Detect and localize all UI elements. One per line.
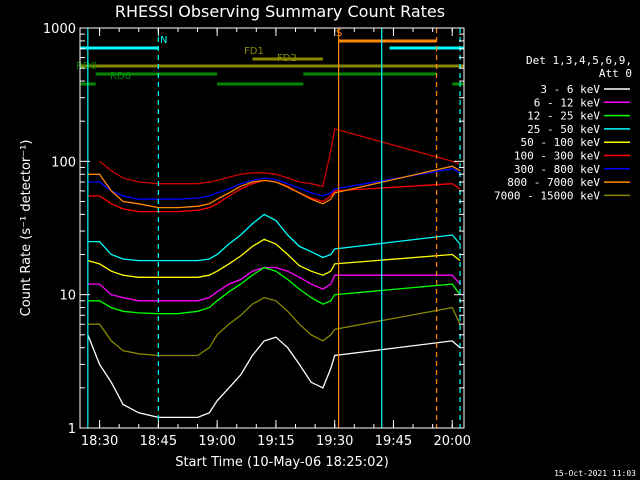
- flag-label-rd0: RD0: [76, 61, 97, 72]
- footer-timestamp: 15-Oct-2021 11:03: [554, 469, 636, 478]
- legend-label-7: 800 - 7000 keV: [507, 176, 600, 189]
- x-axis-label: Start Time (10-May-06 18:25:02): [175, 455, 389, 470]
- legend-label-1: 6 - 12 keV: [534, 96, 601, 109]
- flag-label-n: N: [160, 35, 167, 46]
- flag-label-rd6: RD6: [110, 71, 131, 82]
- vertical-lines-layer: [87, 28, 461, 428]
- y-tick-label-2: 100: [51, 155, 76, 170]
- legend-title-0: Det 1,3,4,5,6,9,: [526, 54, 632, 67]
- series-line-1: [87, 266, 461, 302]
- legend-label-2: 12 - 25 keV: [527, 110, 600, 123]
- x-tick-label-3: 19:15: [257, 434, 294, 449]
- x-tick-label-2: 19:00: [198, 434, 235, 449]
- legend-label-8: 7000 - 15000 keV: [494, 189, 600, 202]
- x-tick-label-1: 18:45: [140, 434, 177, 449]
- x-tick-label-6: 20:00: [434, 434, 471, 449]
- y-tick-label-1: 10: [59, 289, 76, 304]
- series-line-9: [99, 128, 461, 188]
- series-line-3: [87, 213, 461, 262]
- legend-label-4: 50 - 100 keV: [521, 136, 601, 149]
- legend-title-1: Att 0: [599, 67, 632, 80]
- flag-label-fd1: FD1: [244, 46, 264, 57]
- flag-bars-layer: NSFD1FD2RD0RD6: [76, 28, 464, 86]
- series-line-8: [87, 296, 461, 357]
- x-tick-label-0: 18:30: [81, 434, 118, 449]
- plot-frame: [79, 27, 465, 429]
- chart-title: RHESSI Observing Summary Count Rates: [115, 2, 445, 21]
- series-line-5: [87, 179, 461, 213]
- x-tick-label-4: 19:30: [316, 434, 353, 449]
- series-line-4: [87, 238, 461, 278]
- series-line-7: [87, 165, 461, 209]
- legend-label-3: 25 - 50 keV: [527, 123, 600, 136]
- series-line-0: [87, 334, 461, 419]
- series-line-2: [87, 266, 461, 315]
- y-tick-label-3: 1000: [43, 22, 76, 37]
- legend-label-6: 300 - 800 keV: [514, 163, 600, 176]
- axes-layer: 18:30 18:45 19:00 19:15 19:30 19:45 20:00 1 10 10…: [43, 22, 471, 449]
- x-tick-label-5: 19:45: [375, 434, 412, 449]
- y-tick-label-0: 1: [68, 422, 76, 437]
- flag-label-fd2: FD2: [277, 53, 297, 64]
- legend-label-0: 3 - 6 keV: [540, 83, 600, 96]
- series-line-6: [87, 168, 461, 200]
- y-axis-label: Count Rate (s⁻¹ detector⁻¹): [19, 140, 34, 317]
- legend-label-5: 100 - 300 keV: [514, 150, 600, 163]
- series-layer: [87, 128, 461, 419]
